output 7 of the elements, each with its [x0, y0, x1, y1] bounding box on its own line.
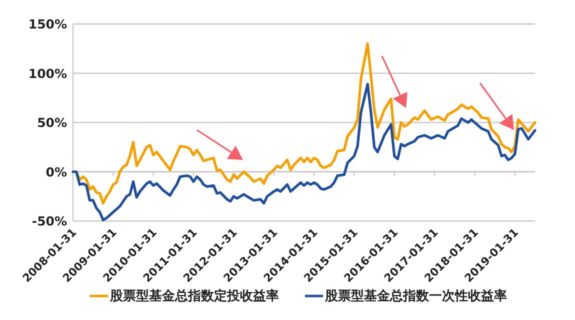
- y-tick-label: 100%: [28, 66, 68, 81]
- y-tick-label: -50%: [32, 214, 68, 228]
- y-tick-label: 150%: [28, 16, 68, 32]
- y-tick-label: 0%: [46, 164, 68, 180]
- y-tick-label: 50%: [37, 115, 68, 130]
- legend-label: 股票型基金总指数定投收益率: [109, 288, 279, 304]
- legend-label: 股票型基金总指数一次性收益率: [324, 288, 507, 304]
